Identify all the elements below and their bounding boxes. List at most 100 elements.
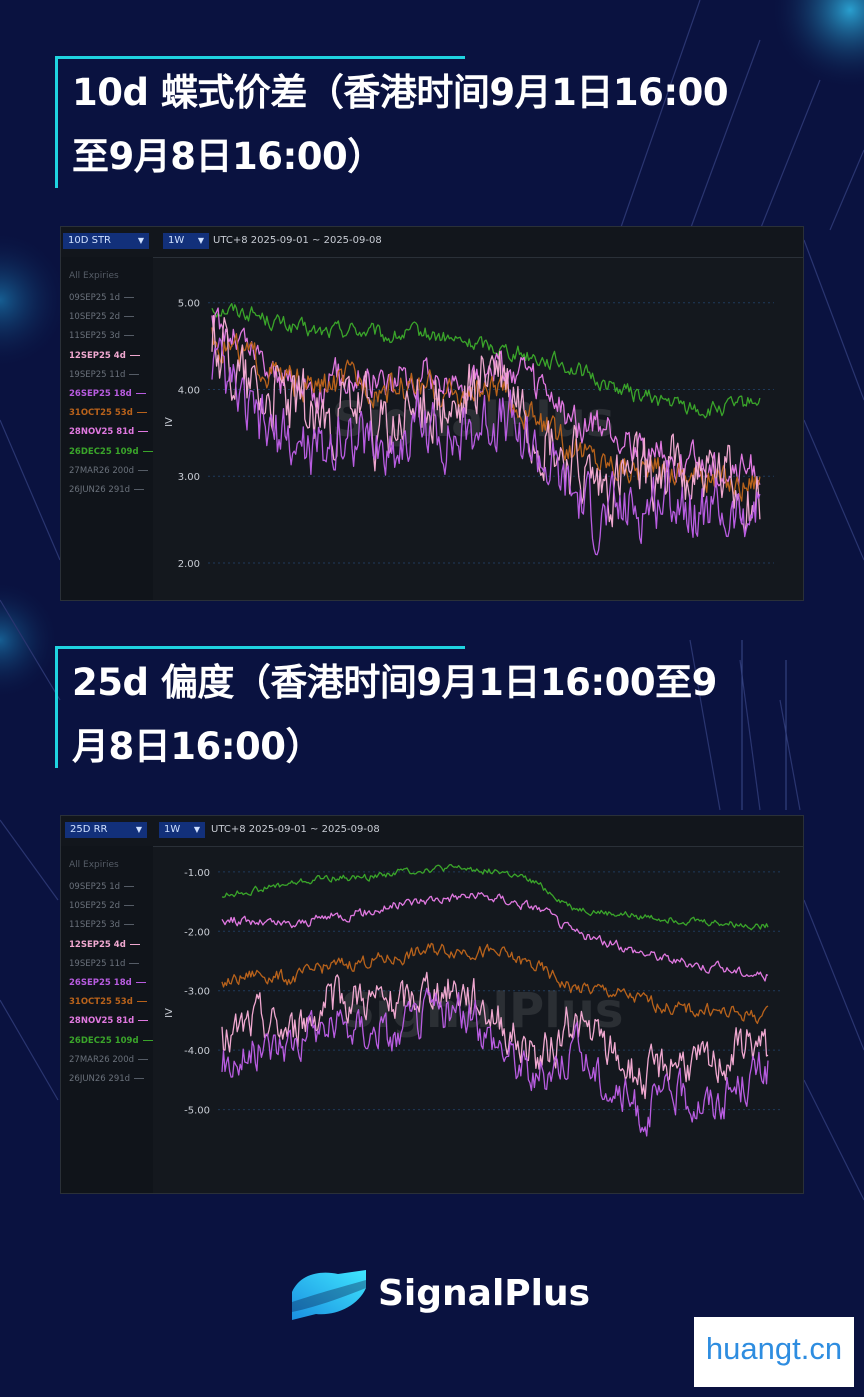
period-dropdown-label: 1W	[164, 824, 181, 835]
chevron-down-icon: ▼	[197, 236, 204, 245]
legend-item[interactable]: 09SEP25 1d	[69, 882, 135, 892]
legend-item[interactable]: 19SEP25 11d	[69, 369, 140, 380]
legend-item[interactable]: 12SEP25 4d	[69, 940, 140, 950]
watermark-text: huangt.cn	[705, 1331, 843, 1366]
legend-swatch	[135, 982, 146, 983]
legend-item[interactable]: 10SEP25 2d	[69, 312, 135, 322]
legend-item[interactable]: 26JUN26 291d	[69, 1074, 145, 1084]
chevron-down-icon: ▼	[193, 825, 200, 834]
legend-item[interactable]: 09SEP25 1d	[69, 293, 135, 303]
metric-dropdown-label: 25D RR	[70, 824, 108, 835]
chart-panel-butterfly: 10D STR ▼ 1W ▼ UTC+8 2025-09-01 ~ 2025-0…	[60, 226, 804, 601]
section1-title-line2: 至9月8日16:00）	[72, 135, 384, 178]
legend-swatch	[129, 943, 140, 945]
legend-item-label: 11SEP25 3d	[69, 920, 121, 931]
y-tick-label: -2.00	[184, 927, 210, 938]
legend-item-label: 26DEC25 109d	[69, 446, 139, 457]
legend-item-label: 26DEC25 109d	[69, 1035, 139, 1046]
legend-item-label: 12SEP25 4d	[69, 350, 126, 361]
legend-swatch	[135, 393, 146, 394]
legend-item-label: 27MAR26 200d	[69, 1054, 135, 1065]
legend-item-label: 26JUN26 291d	[69, 1074, 131, 1084]
chart-toolbar: 10D STR ▼ 1W ▼ UTC+8 2025-09-01 ~ 2025-0…	[61, 227, 803, 258]
legend-swatch	[138, 431, 149, 433]
metric-dropdown[interactable]: 10D STR ▼	[63, 233, 149, 249]
legend-swatch	[142, 1039, 153, 1041]
y-tick-label: 2.00	[178, 559, 200, 570]
legend-swatch	[138, 1058, 149, 1060]
series-line	[211, 337, 761, 556]
legend-item[interactable]: 26SEP25 18d	[69, 389, 146, 399]
y-tick-label: -1.00	[184, 868, 210, 879]
y-axis-label: IV	[164, 417, 175, 427]
legend-header: All Expiries	[69, 860, 119, 870]
legend-item[interactable]: 11SEP25 3d	[69, 920, 135, 931]
legend-item-label: 27MAR26 200d	[69, 465, 135, 476]
legend-item[interactable]: 26DEC25 109d	[69, 1036, 153, 1046]
legend-item-label: 28NOV25 81d	[69, 427, 135, 438]
date-range-label: UTC+8 2025-09-01 ~ 2025-09-08	[213, 235, 382, 246]
legend-item[interactable]: 26DEC25 109d	[69, 447, 153, 457]
series-line	[211, 302, 761, 419]
chart-toolbar: 25D RR ▼ 1W ▼ UTC+8 2025-09-01 ~ 2025-09…	[61, 816, 803, 847]
title-accent-bar	[55, 56, 58, 188]
legend-item-label: 10SEP25 2d	[69, 901, 121, 912]
legend-swatch	[124, 335, 135, 337]
series-line	[211, 315, 761, 535]
legend-item[interactable]: 28NOV25 81d	[69, 427, 149, 438]
skew-plot: -1.00-2.00-3.00-4.00-5.00IV2025-09-01202…	[164, 863, 782, 1137]
brand-name: SignalPlus	[378, 1273, 591, 1314]
legend-item[interactable]: 11SEP25 3d	[69, 331, 135, 342]
legend-swatch	[136, 412, 147, 414]
legend-swatch	[138, 469, 149, 471]
legend-item[interactable]: 26JUN26 291d	[69, 485, 145, 495]
chevron-down-icon: ▼	[137, 236, 144, 245]
legend-swatch	[142, 450, 153, 452]
legend-item-label: 11SEP25 3d	[69, 331, 121, 342]
legend-item-label: 31OCT25 53d	[69, 997, 133, 1008]
metric-dropdown-label: 10D STR	[68, 235, 112, 246]
legend-swatch	[134, 489, 145, 490]
series-line	[221, 942, 769, 1025]
section1-title-line1: 10d 蝶式价差（香港时间9月1日16:00	[72, 71, 729, 114]
legend-item[interactable]: 27MAR26 200d	[69, 465, 149, 476]
expiry-legend: All Expiries 09SEP25 1d 10SEP25 2d 11SEP25…	[61, 846, 153, 1193]
legend-header: All Expiries	[69, 271, 119, 281]
section2-title-line1: 25d 偏度（香港时间9月1日16:00至9	[72, 661, 717, 704]
legend-swatch	[136, 1001, 147, 1003]
series-line	[221, 987, 769, 1137]
period-dropdown[interactable]: 1W ▼	[159, 822, 205, 838]
legend-swatch	[129, 373, 140, 375]
butterfly-plot: 5.004.003.002.00IV2025-09-012025-09-0320…	[164, 299, 774, 570]
legend-item[interactable]: 26SEP25 18d	[69, 978, 146, 988]
period-dropdown[interactable]: 1W ▼	[163, 233, 209, 249]
y-tick-label: -3.00	[184, 987, 210, 998]
y-axis-label: IV	[164, 1008, 175, 1018]
legend-item-label: 19SEP25 11d	[69, 958, 126, 969]
expiry-legend: All Expiries 09SEP25 1d 10SEP25 2d 11SEP25…	[61, 257, 153, 600]
date-range-label: UTC+8 2025-09-01 ~ 2025-09-08	[211, 824, 380, 835]
legend-swatch	[124, 297, 135, 298]
legend-item-label: 09SEP25 1d	[69, 293, 121, 303]
watermark-box: huangt.cn	[694, 1317, 854, 1387]
metric-dropdown[interactable]: 25D RR ▼	[65, 822, 147, 838]
y-tick-label: 5.00	[178, 299, 200, 310]
legend-item-label: 09SEP25 1d	[69, 882, 121, 892]
legend-item[interactable]: 12SEP25 4d	[69, 351, 140, 361]
y-tick-label: -4.00	[184, 1046, 210, 1057]
legend-item-label: 19SEP25 11d	[69, 369, 126, 380]
chart-watermark: SignalPlus	[341, 983, 624, 1039]
title-accent-line	[55, 646, 465, 649]
chart-panel-skew: 25D RR ▼ 1W ▼ UTC+8 2025-09-01 ~ 2025-09…	[60, 815, 804, 1194]
legend-item[interactable]: 10SEP25 2d	[69, 901, 135, 912]
legend-item[interactable]: 31OCT25 53d	[69, 408, 147, 418]
legend-swatch	[138, 1020, 149, 1022]
legend-swatch	[124, 316, 135, 318]
period-dropdown-label: 1W	[168, 235, 185, 246]
legend-item[interactable]: 27MAR26 200d	[69, 1054, 149, 1065]
legend-item[interactable]: 28NOV25 81d	[69, 1016, 149, 1026]
legend-item[interactable]: 19SEP25 11d	[69, 958, 140, 969]
legend-item[interactable]: 31OCT25 53d	[69, 997, 147, 1007]
legend-swatch	[124, 886, 135, 887]
y-tick-label: -5.00	[184, 1106, 210, 1117]
